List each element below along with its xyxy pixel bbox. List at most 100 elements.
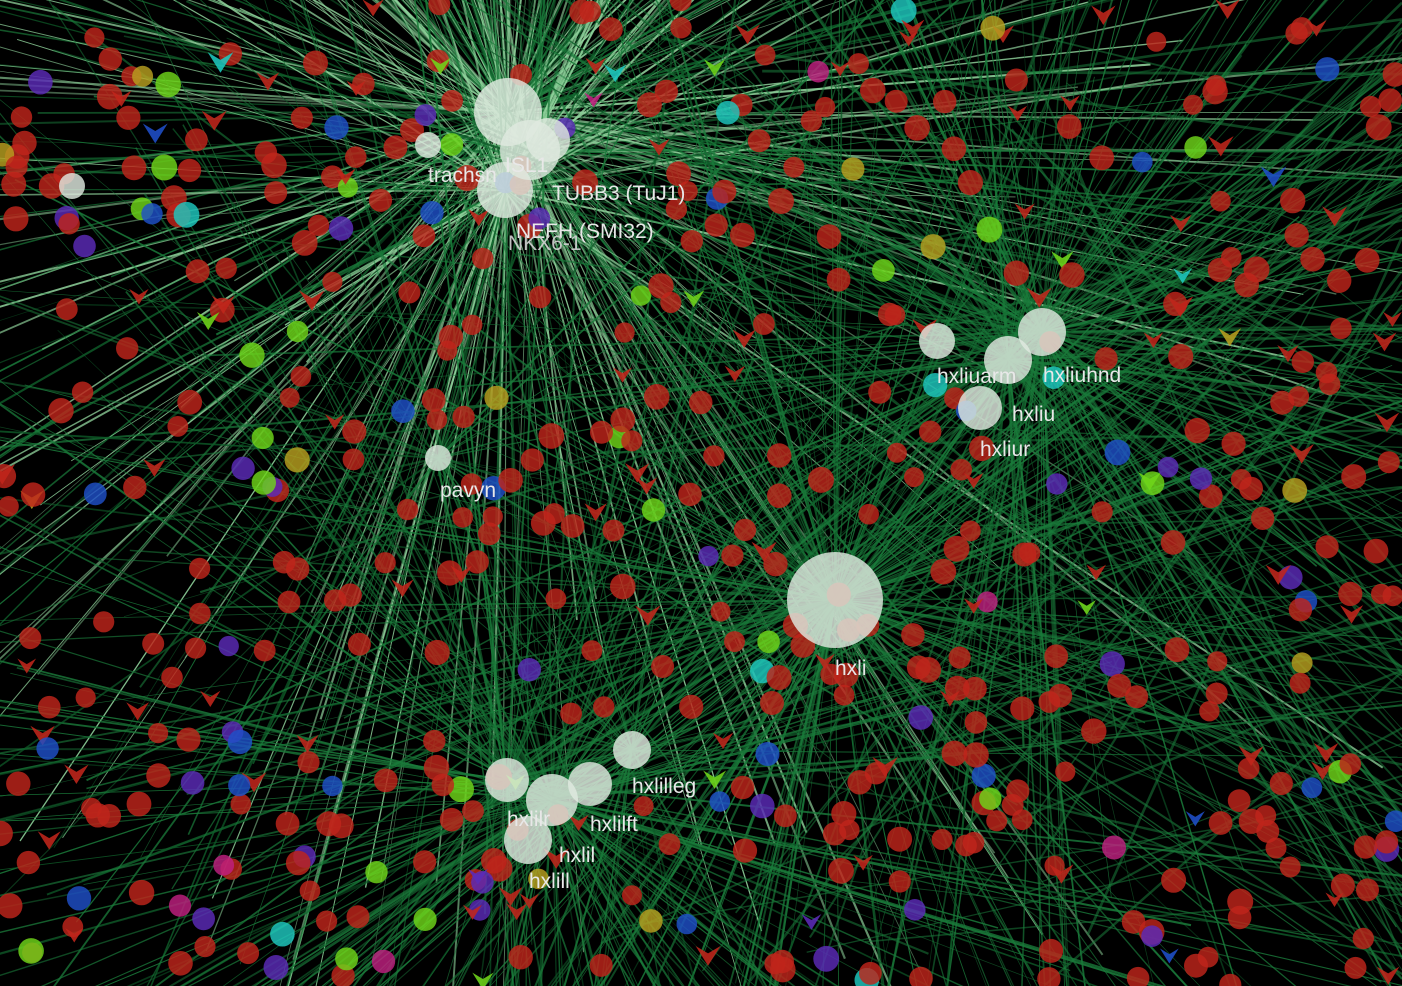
graph-node[interactable] [636,92,662,118]
graph-node[interactable] [38,173,65,199]
graph-node[interactable] [919,420,942,443]
graph-node-marker[interactable] [1374,412,1400,433]
hub-node[interactable] [526,774,578,826]
graph-node-marker[interactable] [143,458,166,477]
graph-node[interactable] [1107,673,1132,698]
graph-node-marker[interactable] [801,914,822,930]
graph-node[interactable] [757,630,780,654]
graph-node[interactable] [1037,967,1061,986]
graph-node[interactable] [18,938,44,964]
graph-node[interactable] [146,763,171,788]
graph-node[interactable] [1042,366,1065,390]
graph-node[interactable] [237,942,260,965]
graph-node[interactable] [1210,190,1231,212]
graph-node[interactable] [132,65,154,87]
graph-node[interactable] [528,285,552,309]
graph-node[interactable] [167,416,189,437]
graph-node[interactable] [75,687,96,708]
graph-node[interactable] [920,234,946,260]
hub-node[interactable] [415,132,441,158]
graph-node-marker[interactable] [1185,811,1205,827]
graph-node[interactable] [887,826,913,852]
graph-node-marker[interactable] [703,770,727,789]
graph-node[interactable] [81,797,102,819]
graph-node[interactable] [277,590,301,614]
graph-node[interactable] [1091,501,1113,523]
graph-node[interactable] [1012,542,1037,567]
graph-node[interactable] [437,560,463,586]
graph-node[interactable] [904,467,924,488]
graph-node-marker[interactable] [1159,948,1179,964]
graph-node[interactable] [128,879,155,906]
graph-node-marker[interactable] [724,365,746,383]
graph-node-marker[interactable] [814,653,835,670]
graph-node[interactable] [665,198,688,220]
graph-node[interactable] [448,776,474,803]
graph-node[interactable] [1243,256,1270,283]
graph-node[interactable] [941,136,967,161]
graph-node-marker[interactable] [732,329,756,348]
graph-node[interactable] [428,0,451,16]
graph-node[interactable] [213,854,235,876]
graph-node[interactable] [1207,257,1233,283]
graph-node[interactable] [590,420,613,444]
graph-node[interactable] [328,216,354,241]
graph-node[interactable] [1365,114,1392,141]
graph-node[interactable] [877,302,902,327]
graph-node[interactable] [1183,94,1203,115]
graph-node-marker[interactable] [1238,746,1264,766]
graph-node[interactable] [1003,260,1029,286]
graph-node[interactable] [176,727,201,752]
graph-node[interactable] [923,373,948,398]
graph-node[interactable] [980,15,1006,41]
graph-node[interactable] [1184,136,1207,159]
graph-node[interactable] [173,201,200,228]
graph-node[interactable] [669,0,692,12]
graph-node[interactable] [979,787,1002,810]
graph-node-marker[interactable] [256,72,280,91]
graph-node[interactable] [1207,651,1228,672]
graph-node[interactable] [420,201,444,225]
graph-node[interactable] [189,557,211,580]
graph-node[interactable] [338,583,362,607]
graph-node[interactable] [239,342,265,368]
graph-node[interactable] [279,387,300,408]
graph-node[interactable] [660,291,682,313]
graph-node[interactable] [858,503,879,525]
graph-node[interactable] [831,801,857,827]
graph-node-marker[interactable] [1143,332,1164,349]
graph-node[interactable] [299,880,321,902]
graph-node-marker[interactable] [695,945,721,966]
graph-node[interactable] [622,885,642,906]
graph-node[interactable] [251,426,274,450]
graph-node-marker[interactable] [1215,0,1240,19]
graph-node[interactable] [704,213,728,237]
graph-node-marker[interactable] [1313,742,1339,763]
graph-node[interactable] [750,793,775,819]
graph-node[interactable] [38,695,61,719]
graph-node[interactable] [888,870,911,893]
graph-node[interactable] [322,775,343,797]
graph-node[interactable] [481,848,507,874]
graph-node[interactable] [747,129,771,153]
graph-node[interactable] [414,104,437,126]
graph-node[interactable] [482,506,503,527]
graph-node[interactable] [290,106,313,129]
graph-node[interactable] [816,224,842,249]
graph-node[interactable] [698,545,719,567]
graph-node[interactable] [774,804,797,828]
graph-node[interactable] [908,705,934,730]
graph-node[interactable] [337,177,358,198]
graph-node[interactable] [1208,811,1233,835]
graph-node[interactable] [508,945,533,970]
graph-node[interactable] [1160,530,1186,555]
graph-node[interactable] [886,442,907,463]
graph-node[interactable] [440,133,464,156]
hub-node[interactable] [59,173,85,199]
graph-node[interactable] [346,905,370,929]
graph-node[interactable] [168,951,193,976]
graph-node[interactable] [391,399,415,424]
graph-node[interactable] [142,632,165,655]
graph-node-marker[interactable] [603,64,627,83]
